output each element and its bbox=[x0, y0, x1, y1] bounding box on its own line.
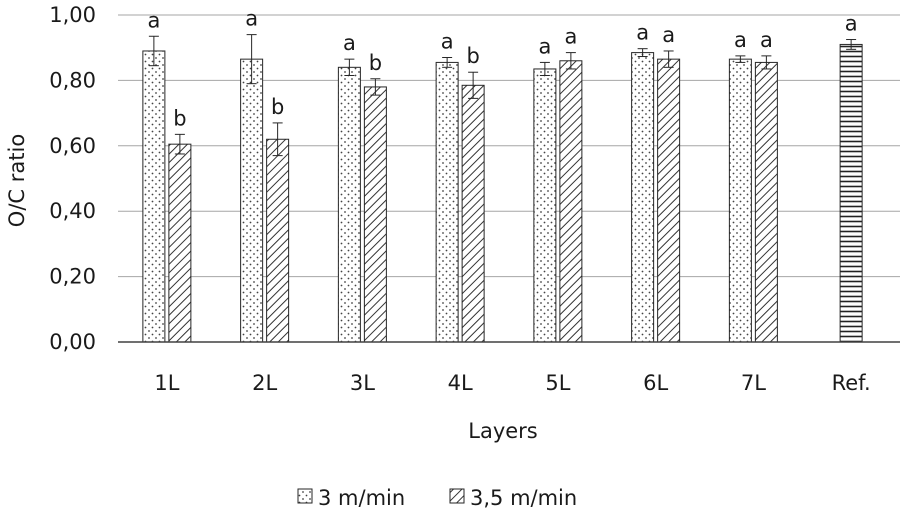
x-tick-label: Ref. bbox=[832, 371, 871, 395]
significance-label: a bbox=[343, 31, 356, 55]
bar bbox=[657, 58, 681, 343]
gridlines bbox=[118, 14, 900, 278]
legend-label: 3,5 m/min bbox=[470, 486, 577, 510]
x-tick-label: 1L bbox=[154, 371, 179, 395]
significance-label: a bbox=[147, 8, 160, 32]
x-tick-label: 3L bbox=[350, 371, 375, 395]
significance-label: a bbox=[662, 23, 675, 47]
significance-label: b bbox=[369, 51, 382, 75]
significance-label: a bbox=[845, 12, 858, 36]
significance-label: a bbox=[538, 34, 551, 58]
significance-label: a bbox=[441, 30, 454, 54]
x-axis-title: Layers bbox=[468, 419, 538, 443]
bar bbox=[461, 84, 485, 343]
y-tick-label: 0,40 bbox=[49, 199, 96, 223]
y-axis-title: O/C ratio bbox=[5, 134, 29, 227]
significance-label: b bbox=[173, 106, 186, 130]
y-tick-label: 0,00 bbox=[49, 330, 96, 354]
bar bbox=[337, 66, 361, 343]
bar bbox=[240, 58, 264, 343]
bar bbox=[363, 86, 387, 343]
x-tick-label: 5L bbox=[545, 371, 570, 395]
bar bbox=[728, 58, 752, 343]
y-tick-label: 0,20 bbox=[49, 265, 96, 289]
bar bbox=[839, 43, 863, 343]
bar bbox=[754, 61, 778, 343]
legend-label: 3 m/min bbox=[318, 486, 405, 510]
significance-label: a bbox=[564, 25, 577, 49]
y-tick-label: 1,00 bbox=[49, 3, 96, 27]
bar bbox=[435, 61, 459, 343]
y-tick-label: 0,60 bbox=[49, 134, 96, 158]
legend: 3 m/min 3,5 m/min bbox=[297, 486, 577, 510]
significance-label: b bbox=[271, 95, 284, 119]
x-tick-label: 6L bbox=[643, 371, 668, 395]
x-tick-label: 7L bbox=[741, 371, 766, 395]
bar bbox=[533, 68, 557, 343]
significance-label: a bbox=[245, 7, 258, 31]
legend-swatch bbox=[297, 488, 313, 504]
bar bbox=[142, 50, 166, 343]
bar bbox=[266, 138, 290, 343]
axes: 0,00 0,20 0,40 0,60 0,80 1,00 1L 2L 3L 4L 5L 6L 7L Re… bbox=[49, 3, 900, 395]
bar bbox=[631, 52, 655, 343]
bar bbox=[168, 143, 192, 343]
significance-label: a bbox=[636, 21, 649, 45]
bar bbox=[559, 60, 583, 343]
x-tick-label: 4L bbox=[448, 371, 473, 395]
legend-swatch bbox=[449, 488, 465, 504]
significance-label: a bbox=[760, 28, 773, 52]
significance-label: b bbox=[466, 44, 479, 68]
y-tick-label: 0,80 bbox=[49, 68, 96, 92]
bars bbox=[142, 34, 863, 343]
significance-label: a bbox=[734, 28, 747, 52]
x-tick-label: 2L bbox=[252, 371, 277, 395]
